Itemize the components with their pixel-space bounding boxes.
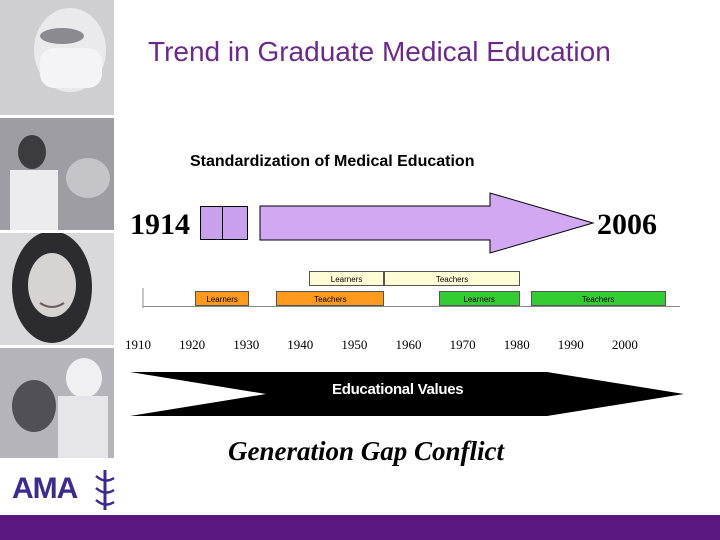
timeline-segment-learners: Learners <box>195 291 250 306</box>
caduceus-icon <box>95 470 115 510</box>
photo-doctor-patient <box>0 118 114 230</box>
ama-logo: AMA <box>12 472 78 505</box>
photo-nurse-patient <box>0 348 114 458</box>
timeline-tick-label: 1960 <box>395 337 422 352</box>
timeline-tick-label: 1920 <box>179 337 206 352</box>
timeline-segment-learners: Learners <box>438 291 520 306</box>
timeline-block <box>222 206 248 240</box>
timeline-segment-learners: Learners <box>308 271 385 286</box>
timeline-tick-label: 1910 <box>125 337 151 352</box>
timeline-axis <box>143 306 680 307</box>
photo-surgeon <box>0 0 114 115</box>
timeline-tick-label: 2000 <box>611 337 638 352</box>
slide-subtitle: Standardization of Medical Education <box>190 153 475 170</box>
timeline-segment-teachers: Teachers <box>530 291 666 306</box>
end-year: 2006 <box>597 208 657 241</box>
slide-title: Trend in Graduate Medical Education <box>148 36 611 67</box>
timeline-tick-label: 1990 <box>557 337 584 352</box>
timeline-tick-label: 1980 <box>503 337 530 352</box>
timeline-segment-teachers: Teachers <box>384 271 520 286</box>
timeline-tick-label: 1940 <box>287 337 314 352</box>
start-year: 1914 <box>130 208 190 241</box>
photo-woman-portrait <box>0 233 114 345</box>
generation-gap-heading: Generation Gap Conflict <box>228 436 505 466</box>
educational-values-label: Educational Values <box>332 381 464 398</box>
timeline-tick-label: 1930 <box>233 337 260 352</box>
timeline-tick-label: 1970 <box>449 337 476 352</box>
timeline-tick-label: 1950 <box>341 337 368 352</box>
footer-bar <box>0 515 720 540</box>
timeline-segment-teachers: Teachers <box>276 291 385 306</box>
